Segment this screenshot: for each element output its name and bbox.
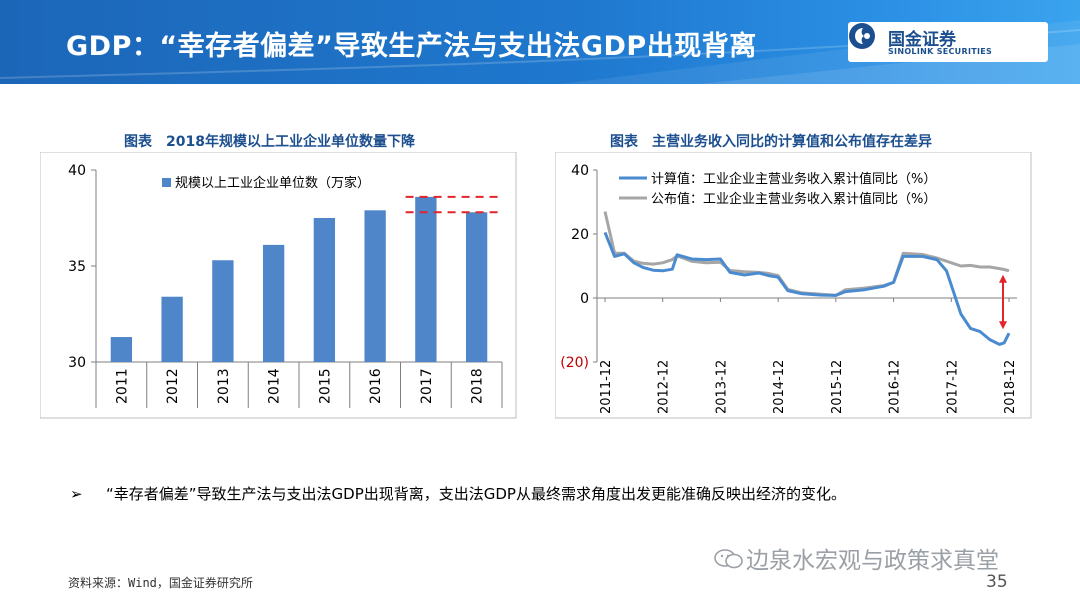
bar-2017	[415, 196, 437, 362]
line-x-tick-label: 2013-12	[714, 360, 729, 414]
bar-legend-swatch	[162, 178, 171, 187]
calc-value-line	[603, 231, 1011, 346]
page-number: 35	[986, 572, 1008, 592]
left-chart-title: 图表 2018年规模以上工业企业单位数量下降	[124, 134, 415, 150]
summary-bullet: ➢ “幸存者偏差”导致生产法与支出法GDP出现背离，支出法GDP从最终需求角度出发…	[70, 483, 846, 504]
line-chart: 40 20 0 (20) 2011-12 2012-12 2013-12 2014-12 201…	[555, 152, 1032, 419]
gap-arrow-head-top	[999, 274, 1007, 283]
line-x-tick-label: 2016-12	[888, 360, 903, 414]
logo-en-text: SINOLINK SECURITIES	[888, 47, 993, 56]
line-legend-label: 公布值：工业企业主营业务收入累计值同比（%）	[651, 191, 936, 207]
gap-arrow-head-bottom	[999, 321, 1007, 330]
bar-2018	[465, 212, 488, 362]
logo-mark-icon	[849, 23, 875, 49]
right-chart-title: 图表 主营业务收入同比的计算值和公布值存在差异	[610, 134, 932, 150]
line-y-tick-label: 0	[580, 291, 589, 307]
bar-x-tick-label: 2016	[368, 368, 384, 404]
bar-y-tick-label: 35	[68, 259, 86, 275]
bar-chart: 30 35 40 2011 2012 2013 2014 2015 2016 2017 2018 规…	[40, 152, 517, 419]
line-y-tick-label: (20)	[560, 355, 589, 371]
page-title: GDP：“幸存者偏差”导致生产法与支出法GDP出现背离	[66, 31, 757, 62]
line-y-tick-label: 40	[571, 163, 589, 179]
data-source: 资料来源：Wind，国金证券研究所	[68, 576, 253, 590]
line-x-tick-label: 2014-12	[772, 360, 787, 414]
bar-2014	[262, 244, 285, 362]
bullet-arrow-icon: ➢	[70, 485, 83, 503]
logo-cn-text: 国金证券	[888, 30, 956, 50]
bar-x-tick-label: 2017	[419, 368, 435, 404]
header-banner: GDP：“幸存者偏差”导致生产法与支出法GDP出现背离 国金证券 SINOLIN…	[0, 0, 1080, 84]
bar-x-tick-label: 2015	[317, 368, 333, 404]
bar-x-tick-label: 2012	[165, 368, 181, 404]
line-x-tick-label: 2015-12	[830, 360, 845, 414]
line-x-tick-label: 2012-12	[657, 360, 672, 414]
bar-2015	[313, 218, 336, 362]
line-x-tick-label: 2018-12	[1003, 360, 1018, 414]
bar-2013	[212, 260, 234, 362]
line-y-tick-label: 20	[571, 227, 589, 243]
company-logo: 国金证券 SINOLINK SECURITIES	[848, 22, 1048, 62]
line-x-tick-label: 2011-12	[599, 360, 614, 414]
bar-2012	[161, 296, 183, 362]
bar-2011	[110, 337, 133, 362]
line-x-tick-label: 2017-12	[945, 360, 960, 414]
summary-text: “幸存者偏差”导致生产法与支出法GDP出现背离，支出法GDP从最终需求角度出发更…	[106, 485, 846, 503]
bar-y-tick-label: 40	[68, 163, 86, 179]
bar-legend-label: 规模以上工业企业单位数（万家）	[175, 175, 370, 191]
bar-x-tick-label: 2013	[216, 368, 232, 404]
wechat-icon	[714, 549, 743, 569]
line-legend-label: 计算值：工业企业主营业务收入累计值同比（%）	[651, 171, 936, 187]
bar-x-tick-label: 2014	[267, 368, 283, 404]
bar-x-tick-label: 2018	[470, 368, 486, 404]
bar-x-tick-label: 2011	[114, 368, 130, 404]
watermark: 边泉水宏观与政策求真堂	[746, 548, 999, 574]
bar-2016	[364, 210, 386, 362]
bar-y-tick-label: 30	[68, 355, 86, 371]
